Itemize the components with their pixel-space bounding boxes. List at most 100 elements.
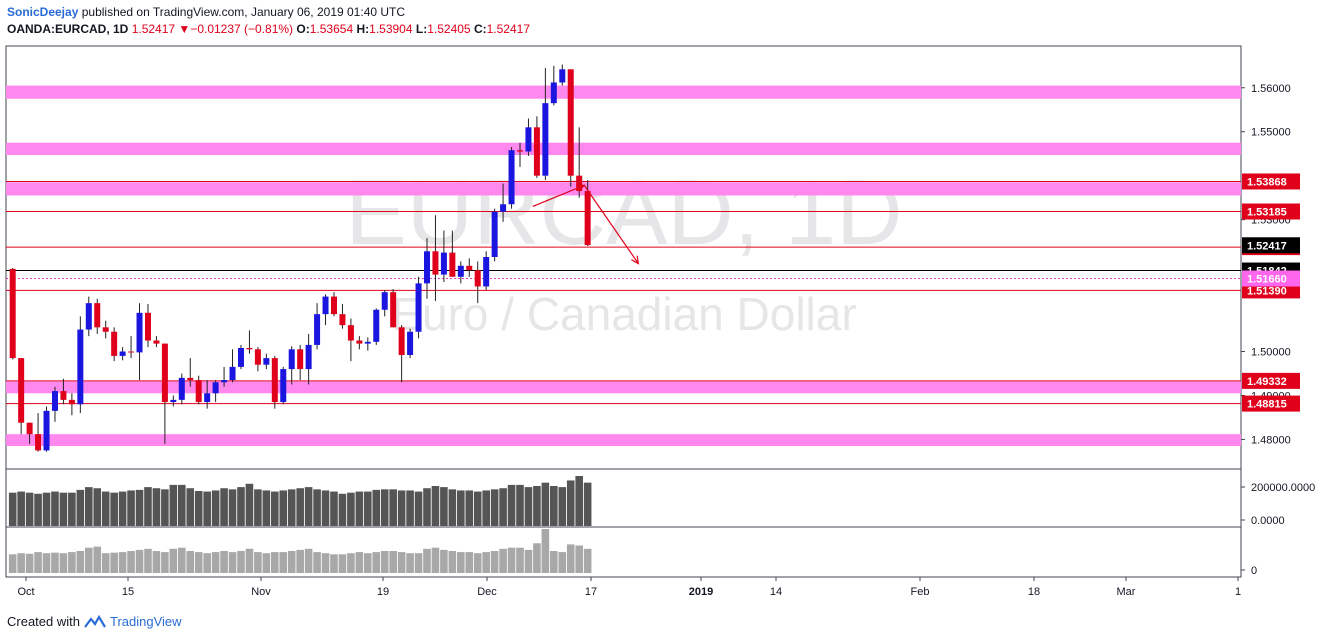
candle-body	[280, 369, 287, 403]
volume2-bar	[575, 545, 583, 573]
high-value: 1.53904	[369, 22, 413, 36]
candle-body	[51, 391, 58, 411]
volume2-bar	[169, 548, 178, 573]
volume-bar	[321, 490, 330, 526]
level-tag-label: 1.48815	[1247, 399, 1287, 411]
time-axis[interactable]: Oct 15 Nov 19 Dec 17 2019 14 Feb 18 Mar 1	[17, 577, 1241, 598]
zone-band	[6, 85, 1241, 99]
pink-line-tag-box	[1242, 270, 1300, 287]
volume-bar	[8, 492, 17, 526]
volume2-bar	[364, 553, 372, 573]
candle-body	[373, 309, 380, 342]
y-tick-label: 1.55000	[1251, 127, 1291, 139]
candle-body	[440, 252, 447, 275]
candle-body	[136, 312, 143, 353]
volume-bar	[76, 489, 85, 526]
x-tick-label: 15	[122, 586, 134, 598]
author-link[interactable]: SonicDeejay	[7, 5, 79, 19]
watermark-description: Euro / Canadian Dollar	[391, 288, 856, 340]
open-value: 1.53654	[309, 22, 354, 36]
level-tag-box	[1242, 173, 1300, 190]
candle-body	[35, 434, 42, 451]
candle-body	[271, 358, 278, 403]
volume-bar	[59, 492, 68, 526]
symbol-line: OANDA:EURCAD, 1D 1.52417 ▼−0.01237 (−0.8…	[7, 22, 530, 36]
candle-body	[508, 150, 515, 205]
candle-body	[111, 331, 118, 356]
volume2-bar	[76, 551, 85, 573]
zone-band	[6, 434, 1241, 447]
volume2-bar	[279, 552, 288, 573]
candle-body	[517, 150, 523, 152]
volume-bar	[313, 489, 321, 526]
volume2-bar	[271, 552, 279, 573]
watermark-symbol: EURCAD, 1D	[345, 162, 902, 264]
arrow-head	[631, 255, 640, 265]
volume2-bar	[93, 546, 102, 573]
level-tag-label: 1.51390	[1247, 285, 1287, 297]
volume2-bar	[482, 552, 490, 573]
candle-body	[559, 69, 566, 83]
x-tick-label: 19	[377, 586, 389, 598]
volume-bar	[68, 492, 76, 526]
candle-body	[229, 366, 236, 381]
x-tick-label: 1	[1235, 586, 1241, 598]
volume-bar	[550, 486, 558, 526]
zone-band	[6, 142, 1241, 156]
published-text: published on TradingView.com, January 06…	[81, 5, 406, 19]
candle-body	[330, 296, 337, 315]
last-price: 1.52417	[131, 22, 176, 36]
volume-bar	[17, 491, 25, 526]
candle-body	[314, 314, 321, 345]
volume2-bar	[220, 551, 228, 573]
footer-credit: Created with TradingView	[7, 614, 182, 629]
volume-bar	[211, 490, 220, 526]
x-tick-label: 14	[770, 586, 782, 598]
volume-bar	[42, 492, 51, 526]
volume-tick-label: 0	[1251, 565, 1257, 577]
volume2-bar	[524, 549, 533, 573]
symbol-name[interactable]: OANDA:EURCAD, 1D	[7, 22, 129, 36]
x-tick-label: 2019	[689, 586, 713, 598]
volume2-bars	[8, 529, 592, 573]
volume2-bar	[448, 551, 457, 573]
volume-bars	[8, 476, 592, 526]
volume-bar	[397, 490, 406, 526]
volume2-bar	[473, 553, 482, 573]
x-tick-label: Nov	[251, 586, 271, 598]
volume-bar	[135, 489, 144, 526]
volume-bar	[473, 491, 482, 526]
projection-arrows	[532, 184, 640, 265]
low-label: L:	[415, 22, 428, 36]
candle-body	[263, 358, 270, 365]
candle-body	[381, 292, 388, 310]
level-tag-label: 1.49332	[1247, 376, 1287, 388]
candle-body	[221, 380, 228, 383]
volume-bar	[490, 489, 499, 526]
candle-body	[297, 349, 304, 370]
volume2-bar	[17, 553, 25, 573]
volume2-bar	[59, 553, 68, 573]
volume-bar	[169, 484, 178, 526]
tradingview-brand[interactable]: TradingView	[109, 614, 182, 629]
volume-bar	[406, 490, 414, 526]
volume2-bar	[499, 548, 507, 573]
volume2-bar	[127, 551, 135, 573]
volume-bar	[203, 491, 211, 526]
volume-bar	[448, 489, 457, 526]
created-with-text: Created with	[7, 614, 80, 629]
candle-body	[288, 349, 295, 370]
volume-bar	[296, 488, 304, 526]
candle-body	[339, 314, 346, 326]
candle-body	[9, 268, 16, 359]
candle-body	[390, 292, 397, 328]
volume2-bar	[245, 548, 254, 573]
volume2-bar	[414, 553, 423, 573]
x-tick-label: Oct	[17, 586, 34, 598]
volume-bar	[237, 487, 245, 526]
volume-bar	[245, 483, 254, 526]
volume-bar	[144, 487, 152, 526]
candle-body	[187, 377, 194, 381]
